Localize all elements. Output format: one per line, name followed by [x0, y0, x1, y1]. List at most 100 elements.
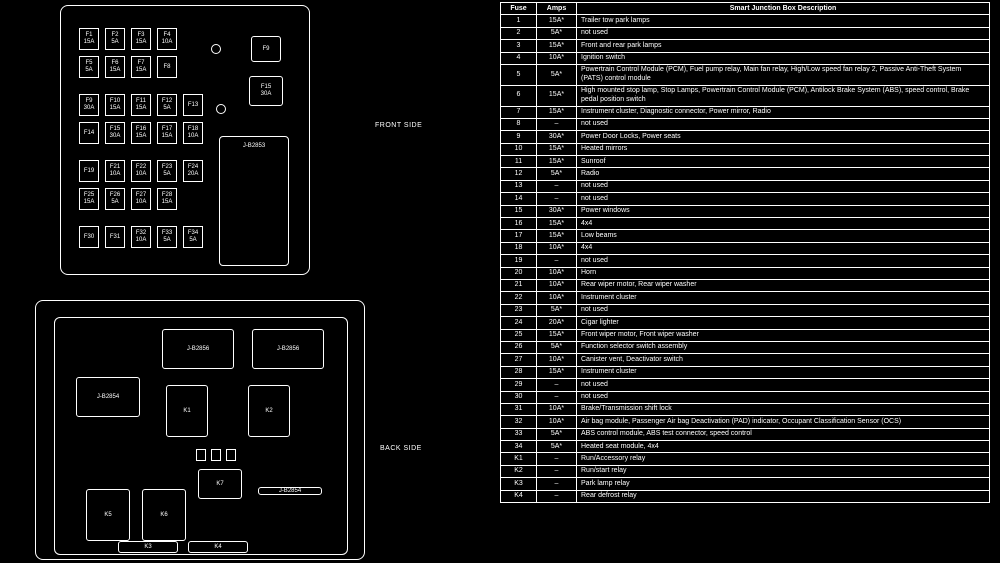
fuse-slot: F335A — [157, 226, 177, 248]
relay-box: K1 — [166, 385, 208, 437]
fuse-id: 28 — [501, 366, 537, 378]
small-component-icon — [211, 449, 221, 461]
small-component-icon — [196, 449, 206, 461]
fuse-id: 5 — [501, 64, 537, 85]
fuse-id: 7 — [501, 106, 537, 118]
fuse-desc: Park lamp relay — [577, 478, 990, 490]
fuse-desc: Horn — [577, 267, 990, 279]
fuse-amps: – — [537, 453, 577, 465]
fuse-slot: F315A — [131, 28, 151, 50]
fuse-id: 4 — [501, 52, 537, 64]
table-header: Smart Junction Box Description — [577, 3, 990, 15]
table-row: 125A*Radio — [501, 168, 990, 180]
fuse-id: 25 — [501, 329, 537, 341]
fuse-desc: Cigar lighter — [577, 317, 990, 329]
fuse-table-container: FuseAmpsSmart Junction Box Description 1… — [500, 0, 1000, 563]
fuse-slot: F25A — [105, 28, 125, 50]
fuse-slot: F235A — [157, 160, 177, 182]
fuse-slot: F1615A — [131, 122, 151, 144]
fuse-amps: 10A* — [537, 403, 577, 415]
table-row: K2–Run/start relay — [501, 465, 990, 477]
fuse-slot: F2110A — [105, 160, 125, 182]
fuse-amps: 15A* — [537, 40, 577, 52]
table-row: 2210A*Instrument cluster — [501, 292, 990, 304]
fuse-id: 24 — [501, 317, 537, 329]
fuse-desc: Powertrain Control Module (PCM), Fuel pu… — [577, 64, 990, 85]
table-row: 1715A*Low beams — [501, 230, 990, 242]
relay-box: K2 — [248, 385, 290, 437]
fuse-slot: F715A — [131, 56, 151, 78]
fuse-id: 17 — [501, 230, 537, 242]
fuse-slot: F930A — [79, 94, 99, 116]
fuse-id: 32 — [501, 416, 537, 428]
fuse-amps: 10A* — [537, 416, 577, 428]
relay-connector: J-B2853 — [219, 136, 289, 266]
table-row: 235A*not used — [501, 304, 990, 316]
fuse-amps: 5A* — [537, 168, 577, 180]
table-row: 8–not used — [501, 118, 990, 130]
fuse-panel-front: F115AF25AF315AF410AF55AF615AF715AF8F930A… — [60, 5, 310, 275]
table-row: K4–Rear defrost relay — [501, 490, 990, 502]
fuse-slot: F410A — [157, 28, 177, 50]
fuse-desc: Ignition switch — [577, 52, 990, 64]
fuse-desc: 4x4 — [577, 242, 990, 254]
fuse-amps: – — [537, 118, 577, 130]
fuse-id: 23 — [501, 304, 537, 316]
fuse-id: K1 — [501, 453, 537, 465]
fuse-id: 22 — [501, 292, 537, 304]
fuse-id: 34 — [501, 441, 537, 453]
fuse-desc: Instrument cluster — [577, 292, 990, 304]
fuse-desc: Rear defrost relay — [577, 490, 990, 502]
fuse-slot-large: F9 — [251, 36, 281, 62]
fuse-slot: F2420A — [183, 160, 203, 182]
fuse-amps: 5A* — [537, 428, 577, 440]
fuse-slot: F1115A — [131, 94, 151, 116]
fuse-desc: Radio — [577, 168, 990, 180]
fuse-amps: 10A* — [537, 242, 577, 254]
table-row: 315A*Front and rear park lamps — [501, 40, 990, 52]
table-row: 410A*Ignition switch — [501, 52, 990, 64]
fuse-amps: – — [537, 255, 577, 267]
fuse-slot: F1530A — [105, 122, 125, 144]
fuse-slot: F30 — [79, 226, 99, 248]
fuse-desc: Air bag module, Passenger Air bag Deacti… — [577, 416, 990, 428]
fuse-slot: F3210A — [131, 226, 151, 248]
fuse-id: K2 — [501, 465, 537, 477]
fuse-desc: High mounted stop lamp, Stop Lamps, Powe… — [577, 85, 990, 106]
fuse-amps: 20A* — [537, 317, 577, 329]
fuse-amps: 5A* — [537, 64, 577, 85]
fuse-diagram: F115AF25AF315AF410AF55AF615AF715AF8F930A… — [0, 0, 500, 563]
table-row: 1810A*4x4 — [501, 242, 990, 254]
fuse-slot: F14 — [79, 122, 99, 144]
fuse-desc: not used — [577, 180, 990, 192]
relay-box: K3 — [118, 541, 178, 553]
fuse-slot-large: F1530A — [249, 76, 283, 106]
fuse-id: 3 — [501, 40, 537, 52]
mounting-hole-icon — [216, 104, 226, 114]
fuse-slot: F2710A — [131, 188, 151, 210]
fuse-id: K4 — [501, 490, 537, 502]
fuse-amps: 15A* — [537, 329, 577, 341]
table-row: 55A*Powertrain Control Module (PCM), Fue… — [501, 64, 990, 85]
fuse-slot: F125A — [157, 94, 177, 116]
fuse-amps: 10A* — [537, 279, 577, 291]
fuse-id: 16 — [501, 218, 537, 230]
table-header: Fuse — [501, 3, 537, 15]
relay-box: K5 — [86, 489, 130, 541]
fuse-id: 26 — [501, 341, 537, 353]
fuse-id: 13 — [501, 180, 537, 192]
table-row: 930A*Power Door Locks, Power seats — [501, 131, 990, 143]
fuse-id: 20 — [501, 267, 537, 279]
back-side-label: BACK SIDE — [380, 445, 422, 452]
fuse-desc: not used — [577, 391, 990, 403]
fuse-amps: 30A* — [537, 131, 577, 143]
table-row: K1–Run/Accessory relay — [501, 453, 990, 465]
table-row: 19–not used — [501, 255, 990, 267]
table-row: 1615A*4x4 — [501, 218, 990, 230]
relay-box: K7 — [198, 469, 242, 499]
fuse-amps: 5A* — [537, 27, 577, 39]
fuse-amps: 15A* — [537, 218, 577, 230]
fuse-desc: Low beams — [577, 230, 990, 242]
fuse-amps: 10A* — [537, 292, 577, 304]
fuse-desc: Run/Accessory relay — [577, 453, 990, 465]
